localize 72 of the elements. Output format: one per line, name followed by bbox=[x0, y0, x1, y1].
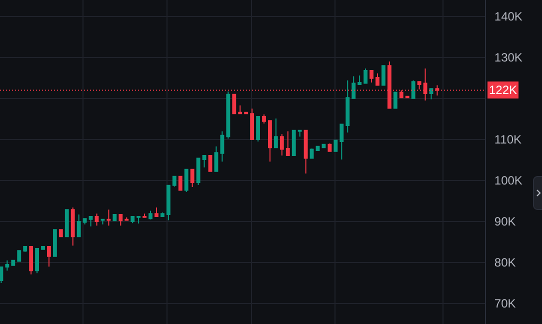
candlestick bbox=[35, 248, 39, 274]
candlestick bbox=[100, 218, 105, 225]
candlestick bbox=[280, 134, 284, 156]
candlestick bbox=[5, 260, 10, 272]
candlestick bbox=[417, 81, 422, 90]
candlestick bbox=[358, 74, 362, 85]
candlestick bbox=[88, 216, 93, 227]
candlestick bbox=[274, 118, 278, 148]
candlestick bbox=[214, 146, 218, 172]
candlestick bbox=[292, 130, 296, 156]
y-tick-label: 130K bbox=[494, 50, 522, 65]
candlestick bbox=[47, 246, 51, 268]
candlestick bbox=[382, 65, 386, 86]
candlestick bbox=[142, 213, 147, 218]
candlestick bbox=[304, 130, 308, 174]
candlestick bbox=[94, 213, 99, 226]
candlestick bbox=[160, 212, 164, 218]
y-tick-label: 90K bbox=[494, 214, 516, 229]
candlestick bbox=[346, 80, 350, 133]
candlestick bbox=[76, 214, 81, 238]
candlestick bbox=[250, 108, 254, 140]
candlestick bbox=[298, 130, 302, 138]
candlestick bbox=[220, 130, 224, 162]
candlestick bbox=[52, 229, 57, 257]
candlestick bbox=[17, 250, 22, 262]
candlestick bbox=[202, 154, 206, 168]
candlestick bbox=[148, 210, 152, 220]
candlestick bbox=[166, 184, 170, 221]
candlestick bbox=[370, 70, 374, 83]
candlestick bbox=[184, 168, 188, 192]
candlestick bbox=[429, 88, 434, 100]
candlestick bbox=[310, 148, 314, 159]
candlestick bbox=[70, 207, 75, 246]
candlestick bbox=[130, 216, 135, 224]
candlestick bbox=[58, 229, 63, 238]
y-tick-label: 80K bbox=[494, 256, 516, 270]
y-tick-label: 110K bbox=[494, 132, 522, 147]
candlestick bbox=[82, 218, 87, 225]
candlestick bbox=[23, 246, 28, 252]
candlestick bbox=[196, 158, 200, 186]
candlestick bbox=[286, 130, 290, 156]
candlestick bbox=[328, 143, 332, 152]
candlestick bbox=[11, 260, 16, 266]
candlestick bbox=[154, 207, 158, 218]
candlestick bbox=[393, 92, 398, 109]
y-tick-label: 140K bbox=[494, 10, 522, 24]
candlestick bbox=[268, 120, 272, 162]
candlestick bbox=[41, 246, 45, 250]
candlestick bbox=[0, 266, 4, 284]
candlestick bbox=[190, 168, 194, 188]
candlestick bbox=[376, 72, 380, 86]
candlestick bbox=[226, 90, 230, 140]
candlestick bbox=[364, 68, 368, 84]
candlestick bbox=[106, 209, 111, 226]
y-tick-label: 100K bbox=[494, 174, 522, 188]
candlestick bbox=[118, 214, 123, 226]
ref-line-label: 122K bbox=[489, 83, 518, 97]
candlestick bbox=[232, 94, 236, 114]
candlestick bbox=[352, 76, 356, 99]
y-tick-label: 70K bbox=[494, 296, 516, 311]
candlestick bbox=[411, 80, 416, 99]
candlestick bbox=[238, 104, 242, 114]
candlestick bbox=[262, 114, 266, 124]
candlestick bbox=[172, 176, 176, 188]
candlestick bbox=[64, 209, 69, 238]
candlestick bbox=[178, 176, 182, 191]
candlestick bbox=[112, 214, 117, 222]
candlestick bbox=[256, 116, 260, 142]
candlestick bbox=[334, 140, 338, 152]
candlestick bbox=[136, 216, 141, 224]
candlestick bbox=[340, 124, 344, 160]
candlestick bbox=[29, 246, 34, 275]
